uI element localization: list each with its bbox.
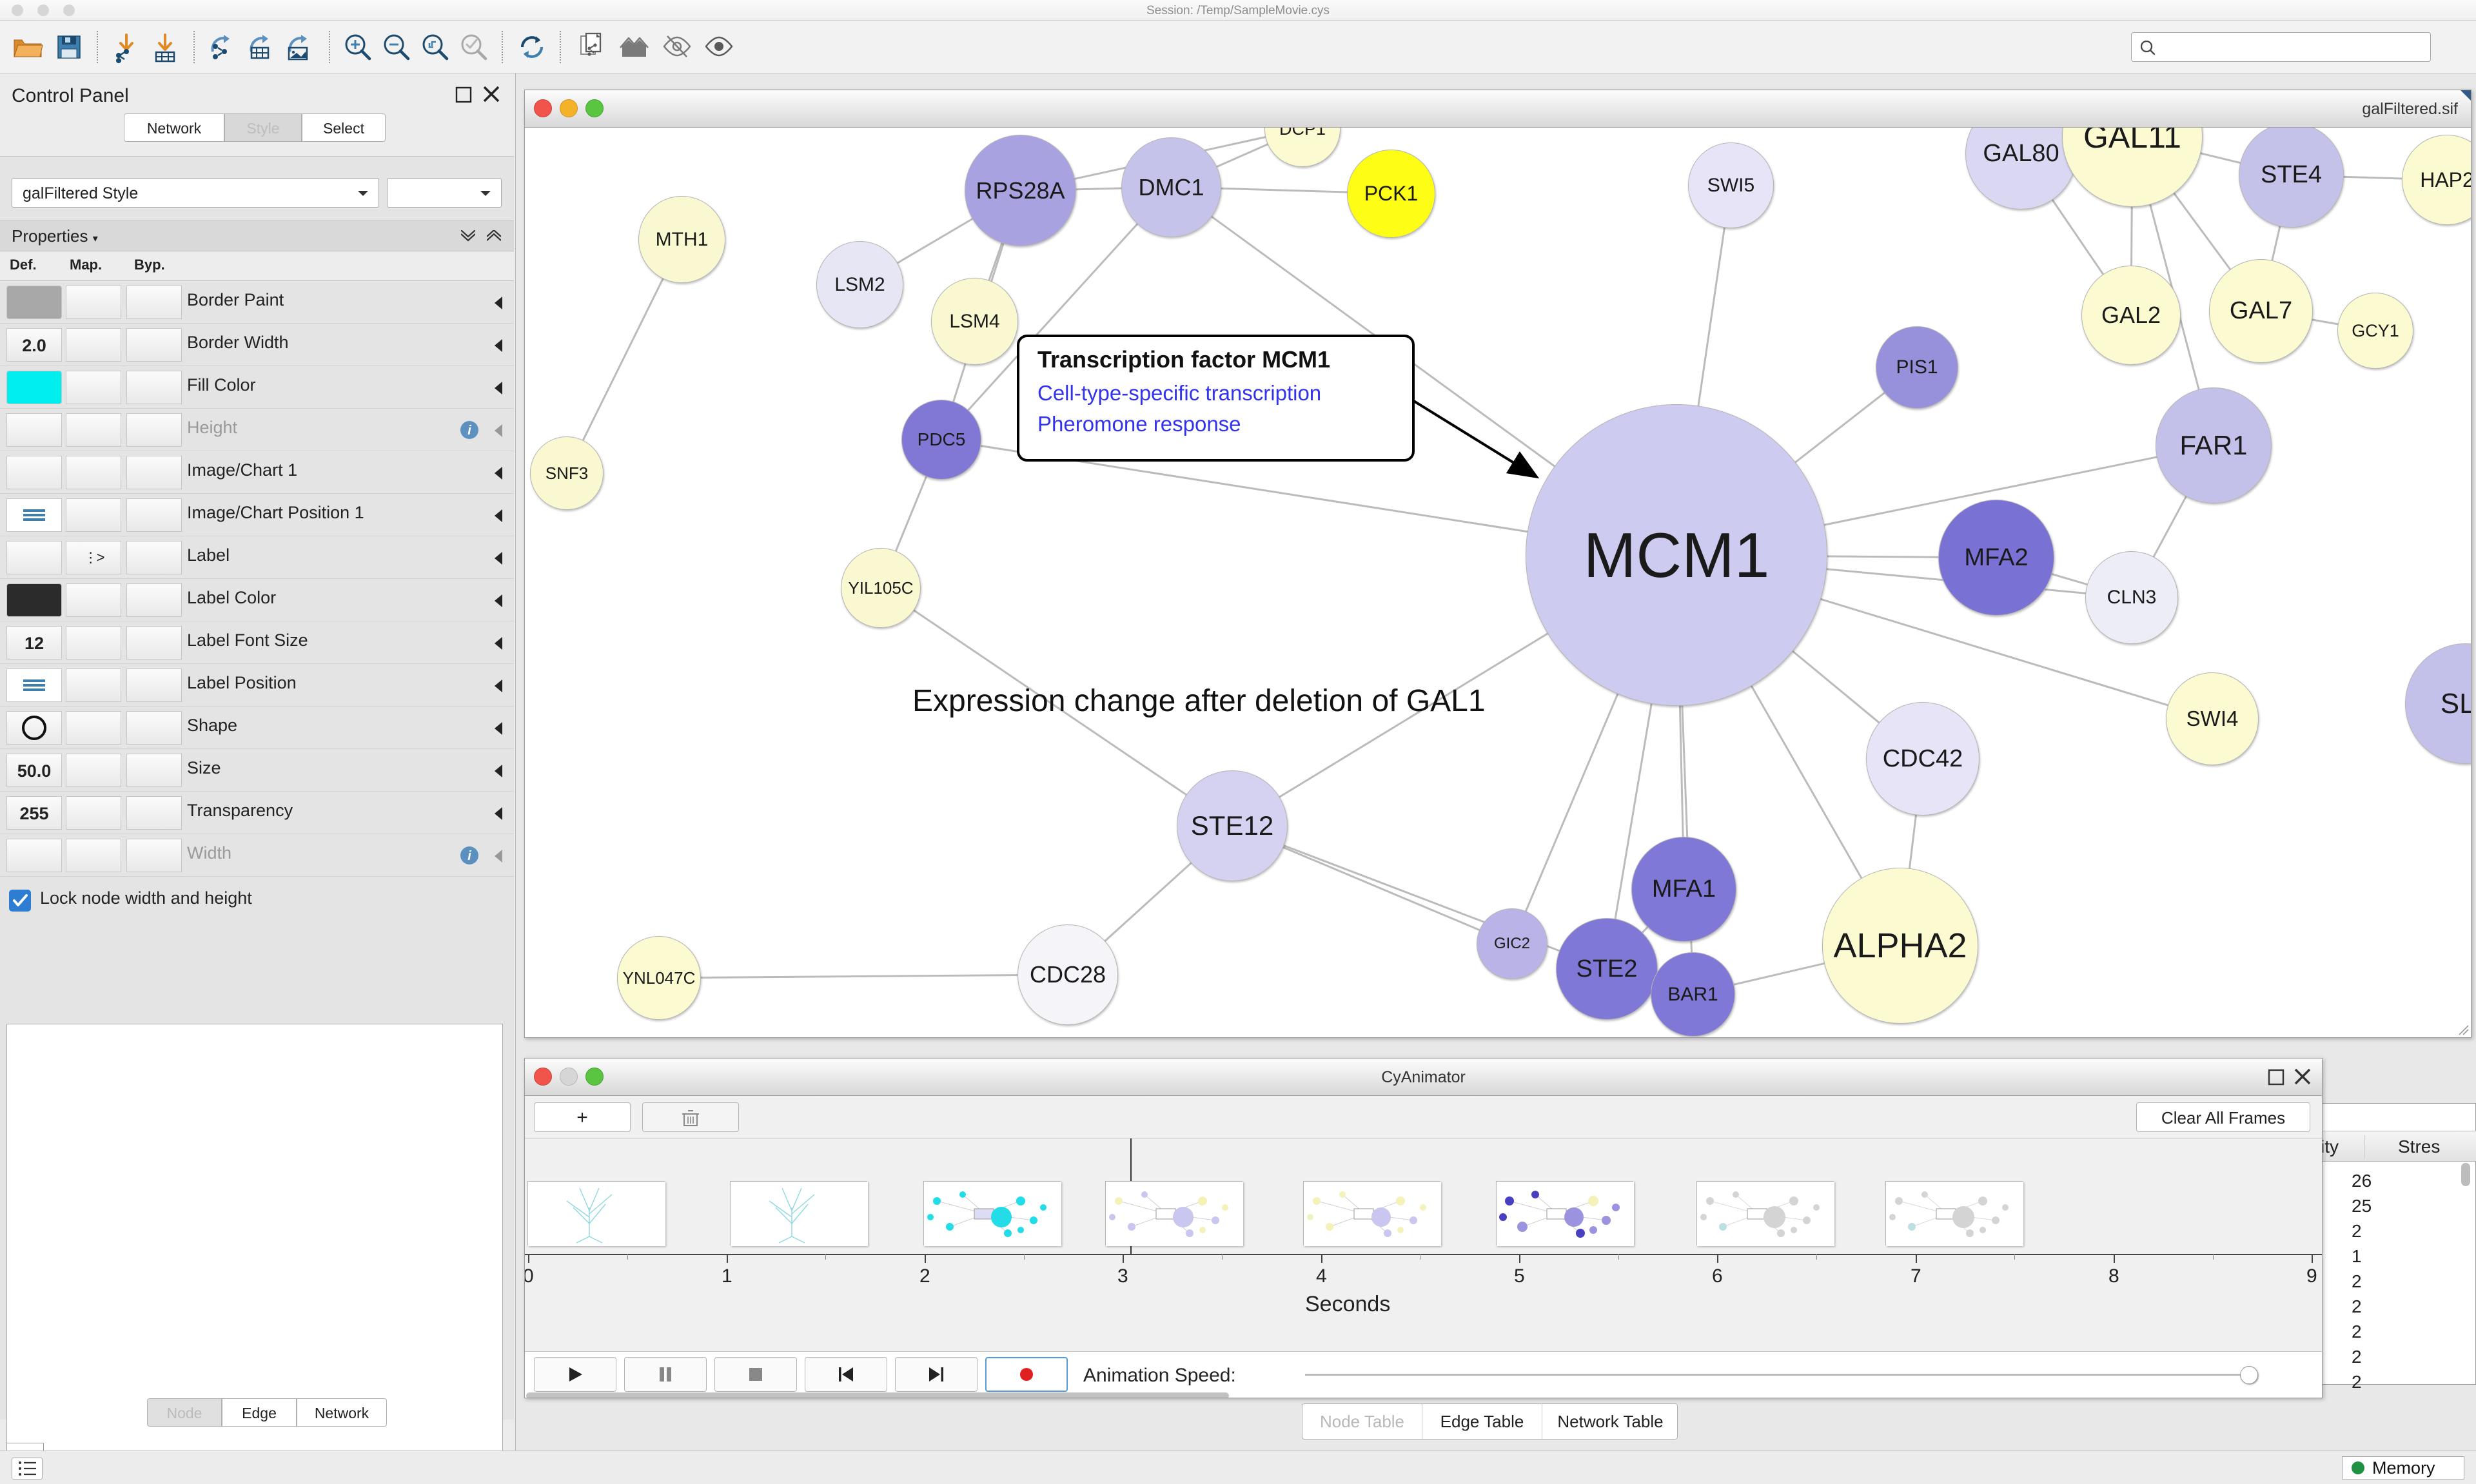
svg-text:i: i: [467, 849, 471, 863]
svg-text:i: i: [467, 424, 471, 438]
